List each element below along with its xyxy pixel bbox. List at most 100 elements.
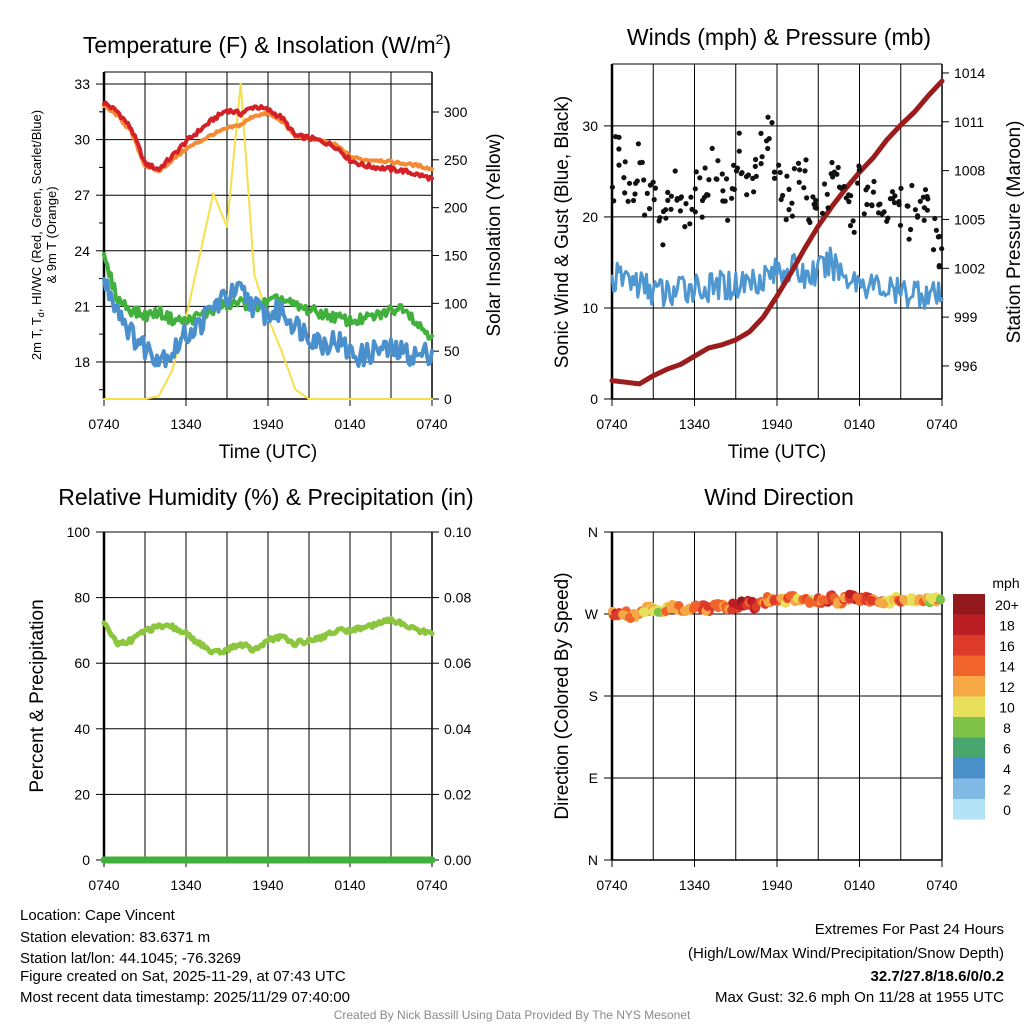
- y-tick-label: 30: [582, 118, 598, 134]
- gust-point: [674, 196, 680, 202]
- x-tick-label: 0740: [88, 416, 119, 432]
- gust-point: [904, 203, 910, 209]
- gust-point: [930, 247, 937, 253]
- gust-point: [850, 218, 856, 224]
- temperature-y-axis-label-line1: 2m T, Td, HI/WC (Red, Green, Scarlet/Blu…: [29, 110, 46, 360]
- gust-point: [744, 192, 750, 198]
- wind-direction-chart-title: Wind Direction: [704, 484, 854, 510]
- gust-point: [738, 171, 744, 177]
- gust-point: [765, 114, 771, 120]
- x-tick-label: 0140: [334, 877, 365, 893]
- gust-point: [777, 169, 783, 176]
- y-tick-label: 40: [74, 721, 90, 737]
- y-tick-label: 30: [74, 132, 90, 148]
- gust-point: [861, 211, 867, 217]
- gust-point: [715, 158, 721, 164]
- gust-point: [642, 212, 648, 218]
- x-tick-label: 0740: [596, 877, 627, 893]
- extremes-values: 32.7/27.8/18.6/0/0.2: [871, 968, 1004, 985]
- gust-point: [672, 168, 678, 174]
- colorbar-label: 2: [1003, 782, 1011, 798]
- gust-point: [699, 197, 706, 204]
- y-tick-label: 27: [74, 187, 90, 203]
- gust-point: [663, 207, 669, 213]
- gust-point: [632, 191, 638, 197]
- gust-point: [714, 176, 720, 182]
- gust-point: [651, 197, 657, 203]
- gust-point: [644, 190, 650, 196]
- gust-point: [924, 207, 931, 213]
- temperature-chart-title: Temperature (F) & Insolation (W/m2): [83, 31, 451, 58]
- colorbar-label: 4: [1003, 761, 1011, 777]
- x-tick-label: 1340: [170, 877, 201, 893]
- gust-point: [841, 183, 847, 190]
- colorbar-swatch: [953, 696, 985, 718]
- y2-tick-label: 50: [444, 343, 460, 359]
- y-tick-label: 60: [74, 655, 90, 671]
- gust-point: [656, 218, 662, 224]
- humidity-chart-title: Relative Humidity (%) & Precipitation (i…: [58, 484, 473, 510]
- x-tick-label: 1940: [252, 416, 283, 432]
- gust-point: [848, 193, 854, 199]
- gust-point: [847, 223, 854, 229]
- solar-y2-axis-label: Solar Insolation (Yellow): [484, 133, 505, 336]
- gust-point: [697, 175, 703, 181]
- y-tick-label: 33: [74, 76, 90, 92]
- colorbar-swatch: [953, 799, 985, 820]
- gust-point: [835, 164, 841, 171]
- figure-created: Figure created on Sat, 2025-11-29, at 07…: [20, 968, 346, 985]
- gust-point: [906, 236, 912, 242]
- gust-point: [665, 197, 671, 203]
- x-tick-label: 1340: [679, 416, 710, 432]
- x-tick-label: 0740: [596, 416, 627, 432]
- gust-point: [791, 166, 798, 172]
- gust-point: [914, 214, 921, 220]
- gust-point: [677, 208, 684, 214]
- gust-point: [870, 189, 877, 195]
- y2-tick-label: 300: [444, 104, 468, 120]
- credit-line: Created By Nick Bassill Using Data Provi…: [334, 1008, 691, 1022]
- gust-point: [908, 226, 914, 233]
- direction-y-axis-label: Direction (Colored By Speed): [552, 572, 573, 819]
- gust-point: [828, 171, 834, 177]
- gust-point: [877, 201, 883, 207]
- gust-point: [784, 173, 790, 179]
- gust-point: [871, 178, 877, 185]
- winds-chart-title: Winds (mph) & Pressure (mb): [627, 24, 931, 50]
- y2-tick-label: 0.00: [444, 852, 471, 868]
- gust-point: [881, 209, 887, 215]
- y-tick-label: 20: [74, 786, 90, 802]
- y2-tick-label: 1002: [954, 260, 985, 276]
- gust-point: [803, 157, 809, 163]
- gust-point: [621, 175, 627, 181]
- gust-point: [846, 199, 852, 205]
- y2-tick-label: 100: [444, 295, 468, 311]
- gust-point: [626, 180, 633, 186]
- x-tick-label: 1940: [252, 877, 283, 893]
- station-elevation: Station elevation: 83.6371 m: [20, 929, 210, 946]
- gust-point: [723, 176, 730, 182]
- y2-tick-label: 0.02: [444, 786, 471, 802]
- gust-point: [722, 198, 728, 204]
- gust-point: [665, 189, 671, 195]
- direction-point: [907, 594, 917, 604]
- gust-point: [856, 163, 862, 169]
- gust-point: [802, 168, 808, 174]
- extremes-heading: Extremes For Past 24 Hours: [815, 921, 1004, 938]
- colorbar-label: 6: [1003, 741, 1011, 757]
- gust-point: [824, 191, 830, 197]
- winds-y-axis-label: Sonic Wind & Gust (Blue, Black): [552, 96, 573, 368]
- pressure-y2-axis-label: Station Pressure (Maroon): [1004, 121, 1024, 344]
- colorbar-swatch: [953, 758, 985, 779]
- y-tick-label: 18: [74, 354, 90, 370]
- gust-point: [814, 205, 820, 211]
- gust-point: [921, 217, 927, 223]
- colorbar-label: 14: [999, 659, 1015, 675]
- colorbar-swatch: [953, 737, 985, 759]
- direction-point: [653, 607, 663, 617]
- gust-point: [804, 195, 810, 201]
- gust-point: [786, 186, 792, 192]
- direction-point: [611, 610, 621, 620]
- gust-point: [909, 182, 915, 189]
- gust-point: [663, 215, 669, 221]
